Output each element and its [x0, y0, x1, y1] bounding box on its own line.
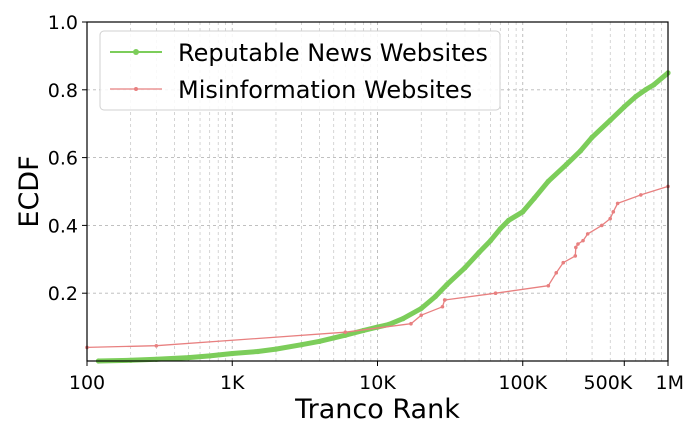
data-point	[585, 232, 590, 236]
y-tick-label: 0.4	[48, 215, 78, 237]
data-point	[128, 357, 134, 363]
data-point	[554, 271, 559, 275]
data-point	[621, 104, 627, 110]
x-tick-label: 100	[69, 372, 105, 394]
data-point	[546, 283, 551, 288]
x-tick-label: 100K	[498, 372, 547, 394]
data-point	[442, 298, 447, 302]
legend: Reputable News Websites Misinformation W…	[99, 30, 501, 111]
y-tick-label: 0.6	[48, 148, 78, 170]
data-point	[386, 321, 392, 327]
data-point	[255, 348, 261, 355]
series-line-0	[96, 70, 671, 364]
data-point	[342, 332, 348, 338]
x-tick-label: 10K	[359, 372, 396, 394]
data-point	[577, 148, 584, 154]
y-tick-label: 0.8	[48, 80, 78, 102]
data-point	[462, 265, 468, 271]
data-point	[520, 209, 526, 215]
data-point	[432, 293, 438, 300]
data-point	[531, 195, 537, 201]
x-tick-label: 500K	[584, 372, 633, 394]
data-point	[545, 178, 551, 184]
data-point	[615, 201, 620, 206]
x-tick-label: 1K	[220, 372, 245, 394]
legend-label-reputable-news: Reputable News Websites	[178, 39, 488, 67]
x-axis-title: Tranco Rank	[294, 394, 460, 425]
data-point	[154, 343, 159, 348]
x-tick-label: 1M	[656, 372, 684, 394]
data-point	[589, 134, 595, 140]
data-point	[581, 238, 585, 243]
data-point	[444, 282, 450, 288]
data-point	[497, 226, 503, 232]
series-line-1	[86, 185, 669, 349]
data-point	[331, 335, 337, 341]
data-point	[229, 350, 235, 357]
data-point	[608, 216, 612, 221]
data-point	[573, 254, 578, 258]
data-point	[633, 93, 639, 100]
legend-dot-reputable-news	[133, 49, 139, 55]
legend-label-misinformation: Misinformation Websites	[178, 76, 472, 104]
data-point	[400, 316, 406, 322]
data-point	[561, 260, 566, 265]
data-point	[642, 87, 649, 93]
y-tick-label: 1.0	[48, 12, 78, 34]
tick-labels: 100 1K 10K 100K 500K 1M 0.2 0.4 0.6 0.8 1.0	[48, 12, 684, 394]
data-point	[273, 346, 279, 352]
data-point	[207, 353, 213, 359]
data-point	[563, 161, 570, 167]
data-point	[409, 321, 413, 326]
y-axis-title: ECDF	[14, 155, 45, 227]
data-point	[493, 291, 498, 296]
data-point	[419, 313, 424, 318]
data-point	[487, 238, 494, 244]
data-point	[576, 242, 580, 246]
data-point	[506, 217, 512, 223]
data-point	[317, 338, 323, 344]
data-point	[185, 355, 192, 361]
data-point	[574, 245, 578, 250]
y-tick-label: 0.2	[48, 283, 78, 305]
data-point	[476, 249, 482, 256]
data-point	[599, 223, 604, 228]
legend-dot-misinformation	[134, 87, 138, 91]
data-point	[343, 330, 348, 334]
data-point	[651, 82, 657, 88]
data-point	[418, 305, 424, 312]
data-point	[607, 117, 613, 123]
legend-box	[99, 30, 501, 111]
data-point	[639, 193, 643, 197]
series-lines	[85, 70, 671, 364]
data-point	[611, 210, 616, 214]
data-point	[440, 304, 445, 309]
data-point	[298, 342, 305, 348]
